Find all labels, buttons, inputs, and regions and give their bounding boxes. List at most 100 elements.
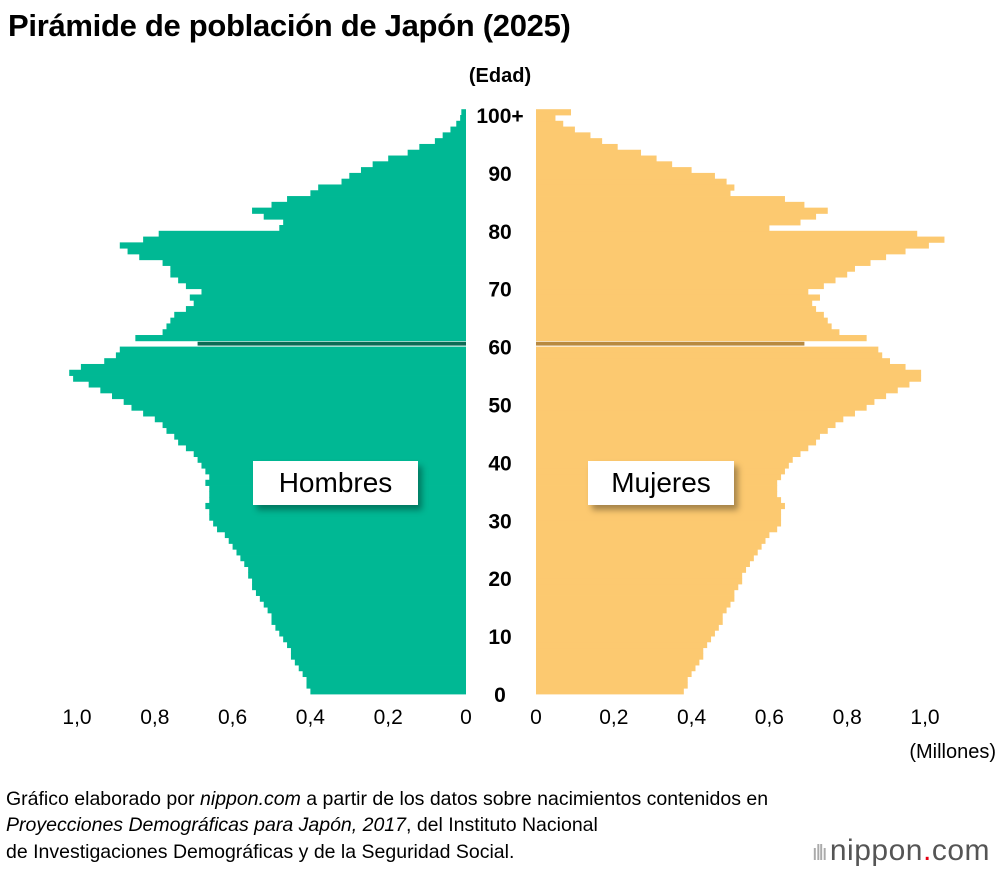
bar-hombres-age-10 xyxy=(279,630,466,637)
bar-hombres-age-31 xyxy=(209,508,466,515)
logo-dot: . xyxy=(922,834,932,867)
bar-mujeres-age-56 xyxy=(536,363,906,371)
bar-hombres-age-17 xyxy=(255,589,466,596)
bar-mujeres-age-63 xyxy=(536,323,832,330)
x-tick-label-right: 0 xyxy=(530,706,542,729)
y-tick-label: 50 xyxy=(488,395,511,418)
bar-hombres-age-69 xyxy=(201,288,467,295)
bar-mujeres-age-20 xyxy=(536,572,743,579)
bar-mujeres-age-19 xyxy=(536,578,743,585)
bar-hombres-age-86 xyxy=(310,190,466,197)
bar-mujeres-age-55 xyxy=(536,369,922,376)
bar-hombres-age-11 xyxy=(275,624,466,631)
x-tick-label-left: 1,0 xyxy=(62,706,91,729)
bar-hombres-age-14 xyxy=(267,607,466,614)
bar-mujeres-age-89 xyxy=(536,172,715,180)
y-tick-label: 30 xyxy=(488,510,511,533)
bar-hombres-age-95 xyxy=(434,138,466,145)
bar-hombres-age-96 xyxy=(442,132,466,139)
bar-hombres-age-79 xyxy=(158,230,466,237)
bar-hombres-age-46 xyxy=(162,421,466,429)
footer-text: de Investigaciones Demográficas y de la … xyxy=(6,841,515,863)
bar-hombres-age-15 xyxy=(263,601,466,608)
bar-hombres-age-74 xyxy=(162,259,466,266)
bar-mujeres-age-94 xyxy=(536,143,618,151)
bar-hombres-age-19 xyxy=(252,578,466,585)
bar-mujeres-age-77 xyxy=(536,242,929,249)
bar-hombres-age-81 xyxy=(283,219,466,226)
bar-hombres-age-100 xyxy=(461,109,466,116)
x-tick-label-left: 0,8 xyxy=(140,706,169,729)
bar-mujeres-age-61 xyxy=(536,335,867,342)
bar-hombres-age-60 xyxy=(197,341,466,346)
bar-hombres-age-29 xyxy=(213,520,466,527)
x-tick-label-right: 0,6 xyxy=(755,706,784,729)
bar-hombres-age-58 xyxy=(115,352,467,359)
bar-hombres-age-28 xyxy=(217,526,466,533)
bar-mujeres-age-17 xyxy=(536,589,735,596)
bar-mujeres-age-28 xyxy=(536,526,778,533)
bar-mujeres-age-47 xyxy=(536,416,844,423)
bar-mujeres-age-52 xyxy=(536,387,898,394)
bar-hombres-age-49 xyxy=(131,404,466,411)
x-axis-label: (Millones) xyxy=(909,741,996,763)
bar-hombres-age-44 xyxy=(174,433,466,440)
x-tick-label-right: 0,2 xyxy=(599,706,628,729)
bar-mujeres-age-62 xyxy=(536,329,840,336)
bar-mujeres-age-40 xyxy=(536,456,793,463)
bar-mujeres-age-30 xyxy=(536,514,782,521)
y-tick-label: 10 xyxy=(488,626,511,649)
bar-mujeres-age-51 xyxy=(536,392,887,400)
bars-mujeres xyxy=(536,109,945,695)
bar-mujeres-age-11 xyxy=(536,624,719,631)
bar-hombres-age-64 xyxy=(170,317,467,324)
bar-mujeres-age-10 xyxy=(536,630,715,637)
bar-mujeres-age-68 xyxy=(536,294,820,301)
bar-hombres-age-9 xyxy=(283,636,466,643)
bar-hombres-age-88 xyxy=(341,178,466,185)
bar-hombres-age-83 xyxy=(252,207,466,214)
bar-mujeres-age-76 xyxy=(536,248,906,255)
bar-hombres-age-22 xyxy=(244,560,466,568)
bar-hombres-age-48 xyxy=(143,410,466,417)
nippon-logo: ıllı nippon.com xyxy=(812,834,990,868)
bar-hombres-age-70 xyxy=(185,282,467,290)
bar-mujeres-age-41 xyxy=(536,450,801,458)
bar-mujeres-age-86 xyxy=(536,190,731,197)
bar-hombres-age-26 xyxy=(228,537,466,544)
bar-mujeres-age-1 xyxy=(536,682,688,689)
bar-mujeres-age-82 xyxy=(536,213,817,220)
y-tick-label: 40 xyxy=(488,452,511,475)
legend-hombres: Hombres xyxy=(253,461,418,505)
bar-hombres-age-85 xyxy=(287,196,466,203)
y-tick-label: 90 xyxy=(488,163,511,186)
bar-mujeres-age-74 xyxy=(536,259,871,266)
y-tick-label: 60 xyxy=(488,337,511,360)
x-tick-label-right: 0,4 xyxy=(677,706,707,729)
bar-hombres-age-23 xyxy=(240,555,466,562)
bar-hombres-age-53 xyxy=(88,381,467,388)
bar-mujeres-age-43 xyxy=(536,439,817,446)
y-tick-label: 0 xyxy=(494,684,506,707)
bar-mujeres-age-9 xyxy=(536,636,712,643)
bar-mujeres-age-92 xyxy=(536,155,657,162)
bar-mujeres-age-6 xyxy=(536,653,704,660)
bar-mujeres-age-32 xyxy=(536,502,785,510)
bar-mujeres-age-84 xyxy=(536,201,805,209)
bar-hombres-age-30 xyxy=(209,514,466,521)
bar-hombres-age-68 xyxy=(189,294,466,301)
bar-mujeres-age-13 xyxy=(536,612,723,620)
bar-hombres-age-72 xyxy=(170,271,467,278)
bar-mujeres-age-72 xyxy=(536,271,848,278)
bar-mujeres-age-66 xyxy=(536,306,817,313)
bar-hombres-age-94 xyxy=(419,143,466,151)
y-tick-label: 70 xyxy=(488,279,511,302)
footer-text: , del Instituto Nacional xyxy=(405,814,598,836)
bar-hombres-age-75 xyxy=(139,253,467,261)
bar-hombres-age-76 xyxy=(127,248,466,255)
footer-line-1: Gráfico elaborado por nippon.com a parti… xyxy=(6,788,768,811)
bar-mujeres-age-21 xyxy=(536,566,747,573)
bar-mujeres-age-70 xyxy=(536,282,824,290)
bar-mujeres-age-7 xyxy=(536,647,704,654)
bar-mujeres-age-31 xyxy=(536,508,782,515)
